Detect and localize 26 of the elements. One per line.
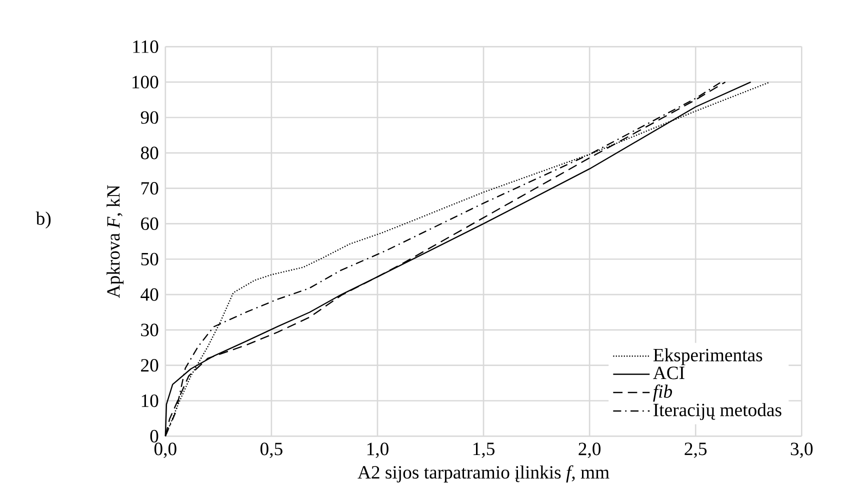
y-tick-label: 10 <box>142 394 158 408</box>
y-tick-label: 110 <box>133 40 158 54</box>
y-tick-label: 70 <box>141 182 158 195</box>
y-tick-label: 60 <box>141 218 158 230</box>
y-axis-title: Apkrova F, kN <box>106 185 124 298</box>
y-tick-label: 40 <box>140 288 158 301</box>
y-tick-label: 30 <box>141 324 158 336</box>
text: b) <box>36 212 51 229</box>
x-axis-title: A2 sijos tarpatramio įlinkis f, mm <box>358 465 610 483</box>
y-tick-label: 100 <box>132 76 158 89</box>
legend-label: ACI <box>653 366 684 380</box>
legend-label: Eksperimentas <box>653 348 762 366</box>
y-tick-label: 80 <box>140 146 158 160</box>
x-tick-label: 1,0 <box>367 442 388 458</box>
x-tick-label: 3,0 <box>790 442 813 458</box>
x-tick-label: 2,5 <box>684 442 707 458</box>
y-tick-label: 50 <box>141 252 158 266</box>
x-tick-label: 1,5 <box>473 442 494 458</box>
x-tick-label: 0,5 <box>260 442 282 458</box>
y-tick-label: 20 <box>141 359 158 372</box>
legend-label: fib <box>653 384 672 402</box>
x-tick-label: 2,0 <box>578 442 601 458</box>
y-tick-label: 0 <box>150 430 158 443</box>
y-tick-label: 90 <box>140 111 158 124</box>
legend-label: Iteracijų metodas <box>654 403 782 420</box>
x-tick-label: 0,0 <box>154 442 176 458</box>
